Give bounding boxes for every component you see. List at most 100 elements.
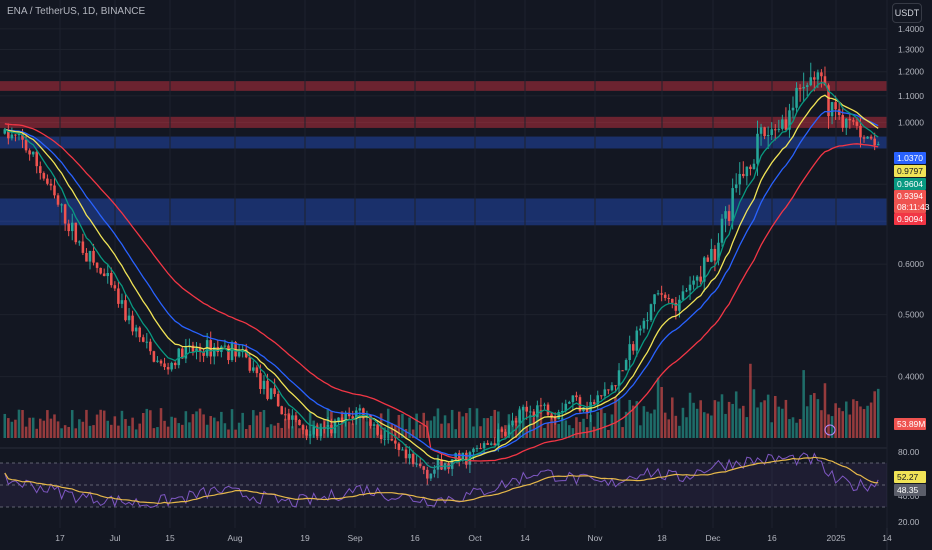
volume-bar <box>876 388 880 438</box>
candle-body <box>578 397 582 412</box>
volume-bar <box>844 401 848 438</box>
candle-body <box>24 139 28 151</box>
volume-bar <box>784 399 788 438</box>
candle-body <box>177 348 181 366</box>
volume-bar <box>56 421 60 438</box>
volume-bar <box>99 409 102 438</box>
volume-bar <box>610 414 614 438</box>
volume-bar <box>60 428 63 438</box>
y-tick-label: 0.4000 <box>898 372 924 382</box>
candle-body <box>461 452 465 461</box>
volume-bar <box>10 421 14 438</box>
volume-bar <box>369 421 372 438</box>
candle-body <box>95 262 99 268</box>
candle-body <box>628 344 631 360</box>
candle-body <box>816 72 820 80</box>
volume-bar <box>134 429 138 438</box>
volume-bar <box>859 406 862 438</box>
y-tick-label: 1.4000 <box>898 24 924 34</box>
candle-body <box>266 380 269 399</box>
x-tick-label: 14 <box>520 533 530 543</box>
candle-body <box>248 357 252 371</box>
volume-bar <box>852 399 855 438</box>
candle-body <box>74 222 78 243</box>
currency-unit-button[interactable]: USDT <box>892 3 922 23</box>
volume-bar <box>614 397 617 438</box>
candle-body <box>124 300 127 321</box>
volume-bar <box>628 399 631 438</box>
volume-bar <box>855 400 859 438</box>
x-tick-label: 18 <box>657 533 667 543</box>
candle-body <box>770 129 773 136</box>
candle-body <box>525 406 528 412</box>
candle-body <box>276 393 280 407</box>
x-tick-label: 14 <box>882 533 892 543</box>
volume-bar <box>564 420 568 438</box>
volume-bar <box>117 425 120 438</box>
candle-body <box>596 395 600 405</box>
volume-bar <box>738 408 742 438</box>
volume-bar <box>149 410 152 438</box>
candle-body <box>667 297 671 299</box>
volume-bar <box>454 429 457 438</box>
volume-bar <box>177 423 181 438</box>
volume-bar <box>273 425 276 438</box>
volume-bar <box>362 416 365 438</box>
candle-body <box>134 327 138 332</box>
candle-body <box>7 129 10 139</box>
volume-bar <box>344 419 347 438</box>
volume-bar <box>653 409 656 438</box>
volume-bar <box>596 412 600 438</box>
volume-bar <box>827 414 830 438</box>
volume-bar <box>770 422 773 438</box>
candle-body <box>532 411 536 418</box>
volume-bar <box>656 377 660 438</box>
volume-bar <box>521 409 525 438</box>
candle-body <box>873 138 876 146</box>
volume-bar <box>489 416 493 438</box>
volume-bar <box>497 411 500 438</box>
volume-bar <box>408 417 411 438</box>
volume-bar <box>820 410 823 438</box>
candle-body <box>85 252 88 262</box>
y-tick-label: 0.5000 <box>898 310 924 320</box>
price-label-bg <box>894 178 926 190</box>
volume-bar <box>298 428 301 438</box>
volume-bar <box>816 399 820 438</box>
volume-bar <box>110 424 113 438</box>
volume-bar <box>717 401 720 438</box>
candle-body <box>546 404 550 415</box>
volume-bar <box>461 416 465 438</box>
rsi-ma-line <box>4 456 879 504</box>
volume-bar <box>145 408 149 438</box>
volume-bar <box>862 409 866 438</box>
volume-bar <box>301 427 305 438</box>
volume-bar <box>340 411 344 438</box>
volume-bar <box>39 418 42 438</box>
volume-bar <box>269 424 273 438</box>
volume-bar <box>113 416 117 438</box>
candle-body <box>766 135 770 137</box>
candle-body <box>170 362 173 370</box>
volume-bar <box>791 417 795 438</box>
candle-body <box>813 77 816 80</box>
volume-bar <box>699 400 702 438</box>
candle-body <box>202 351 205 356</box>
candle-body <box>237 352 241 357</box>
y-tick-label: 0.6000 <box>898 259 924 269</box>
volume-bar <box>468 408 472 438</box>
volume-bar <box>280 427 283 438</box>
volume-bar <box>429 420 433 438</box>
volume-bar <box>678 425 681 438</box>
candle-body <box>802 86 805 89</box>
volume-bar <box>795 422 798 438</box>
candle-body <box>639 328 642 331</box>
volume-bar <box>873 391 876 438</box>
volume-bar <box>773 395 777 438</box>
volume-bar <box>734 391 738 438</box>
candle-body <box>127 315 131 321</box>
candle-body <box>681 291 685 300</box>
volume-bar <box>46 410 49 438</box>
volume-bar <box>607 429 610 438</box>
